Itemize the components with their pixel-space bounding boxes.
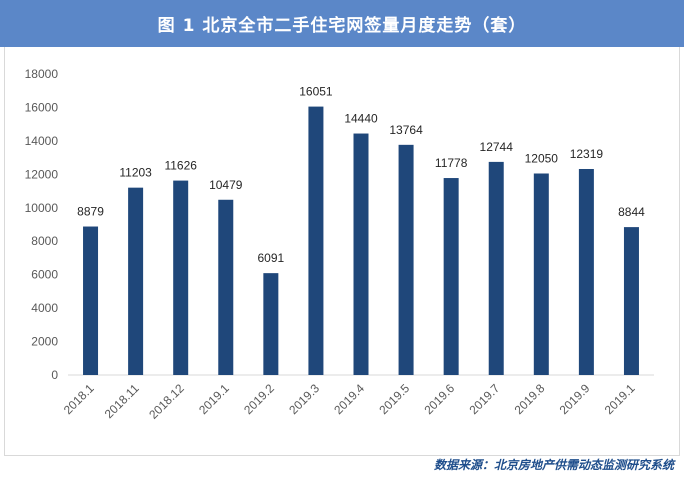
chart-title: 图 1 北京全市二手住宅网签量月度走势（套） [157, 16, 527, 36]
data-label: 12050 [525, 151, 559, 165]
y-tick-label: 6000 [31, 268, 58, 282]
chart-title-bar: 图 1 北京全市二手住宅网签量月度走势（套） [0, 0, 684, 47]
data-label: 11203 [119, 166, 152, 180]
x-tick-label: 2019.1 [196, 381, 232, 417]
bar [443, 178, 459, 375]
data-label: 8844 [618, 205, 645, 219]
y-tick-label: 18000 [25, 67, 59, 81]
data-label: 14440 [344, 112, 378, 126]
x-tick-label: 2019.3 [286, 381, 322, 417]
bar [128, 187, 144, 375]
bar-chart: 0 2000 4000 6000 8000 10000 12000 14000 16000 180… [25, 67, 654, 422]
data-label: 12319 [570, 147, 604, 161]
bar [623, 227, 639, 375]
y-tick-label: 10000 [25, 201, 59, 215]
x-tick-label: 2019.9 [557, 381, 593, 417]
x-tick-label: 2018.1 [61, 381, 97, 417]
x-tick-label: 2019.6 [421, 381, 457, 417]
bar [218, 199, 234, 375]
data-label: 11778 [435, 156, 468, 170]
bar [353, 133, 369, 375]
y-tick-label: 12000 [25, 167, 59, 181]
bar [578, 168, 594, 375]
data-label: 16051 [299, 85, 333, 99]
data-label: 13764 [389, 123, 423, 137]
y-tick-label: 0 [51, 368, 58, 382]
data-label: 10479 [209, 178, 243, 192]
bar [83, 226, 99, 375]
x-tick-label: 2019.7 [466, 381, 502, 417]
y-tick-label: 16000 [25, 100, 59, 114]
x-tick-label: 2019.2 [241, 381, 277, 417]
y-tick-label: 14000 [25, 134, 59, 148]
x-tick-label: 2018.11 [102, 381, 142, 421]
y-tick-label: 8000 [31, 234, 58, 248]
data-label: 11626 [164, 159, 197, 173]
x-tick-label: 2018.12 [146, 381, 187, 422]
x-tick-label: 2019.1 [602, 381, 638, 417]
bar [488, 161, 504, 375]
data-label: 6091 [257, 251, 284, 265]
x-tick-label: 2019.5 [376, 381, 412, 417]
bar [263, 273, 279, 375]
y-tick-label: 2000 [31, 335, 58, 349]
x-tick-label: 2019.8 [512, 381, 548, 417]
bar [533, 173, 549, 375]
data-label: 8879 [77, 205, 104, 219]
bar [173, 180, 189, 375]
data-source-note: 数据来源：北京房地产供需动态监测研究系统 [433, 458, 674, 472]
bar [398, 144, 414, 375]
y-tick-label: 4000 [31, 301, 58, 315]
chart-frame [4, 47, 680, 456]
x-tick-label: 2019.4 [331, 381, 367, 417]
data-label: 12744 [480, 140, 514, 154]
bar [308, 106, 324, 375]
